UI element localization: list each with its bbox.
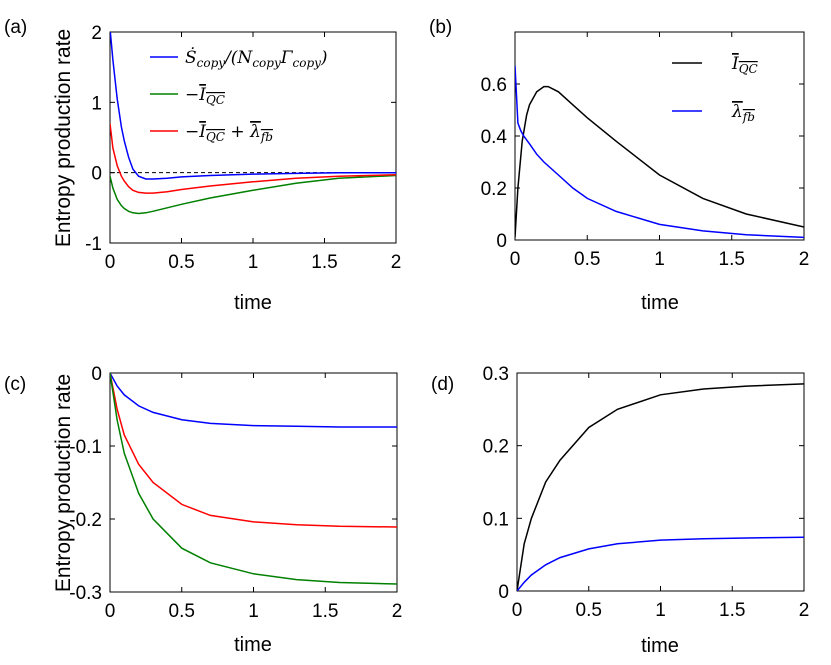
series-line-1: [517, 536, 804, 591]
y-tick-label: 0: [496, 231, 507, 252]
panel-label: (d): [431, 374, 454, 395]
x-tick-label: 1: [654, 249, 665, 270]
legend-entry: −IQC: [185, 85, 225, 107]
series-line-1: [515, 65, 804, 239]
x-axis-label: time: [234, 292, 272, 314]
panel-label: (b): [429, 17, 452, 38]
y-tick-label: 0.4: [481, 127, 508, 148]
x-tick-label: 1: [248, 601, 259, 622]
x-tick-label: 1.5: [311, 252, 337, 273]
x-tick-label: 1.5: [312, 601, 338, 622]
y-tick-label: 0.2: [481, 179, 507, 200]
y-tick-label: -0.2: [69, 510, 102, 531]
series-line-2: [110, 123, 396, 194]
legend: IQC λfb: [672, 54, 758, 124]
y-tick-label: 2: [91, 23, 102, 44]
series-line-1: [110, 373, 397, 528]
x-tick-label: 0: [512, 600, 523, 621]
panel-1: (b) 0 0.5 1 1.5 2 0 0.2 0.4 0.6 time IQC λfb: [429, 17, 809, 314]
y-tick-label: -0.1: [69, 437, 102, 458]
x-axis-label: time: [641, 292, 679, 314]
x-tick-label: 2: [799, 249, 810, 270]
x-tick-label: 2: [392, 601, 403, 622]
legend-entry: λfb: [731, 102, 755, 124]
legend: Ṡcopy/(NcopyΓcopy) −IQC −IQC + λfb: [150, 47, 328, 144]
series-line-0: [110, 373, 397, 428]
y-axis-label: Entropy production rate: [52, 29, 75, 247]
panel-label: (a): [4, 17, 27, 38]
panel-2: (c) 0 0.5 1 1.5 2 -0.3 -0.2 -0.1 0 time Entropy pro…: [4, 364, 402, 656]
y-tick-label: 0.2: [483, 437, 509, 458]
y-tick-label: -1: [85, 234, 102, 255]
panel-label: (c): [4, 374, 26, 395]
y-tick-label: 0: [498, 582, 509, 603]
y-tick-label: 0.6: [481, 75, 507, 96]
y-tick-label: -0.3: [69, 583, 102, 604]
x-tick-label: 1.5: [719, 600, 745, 621]
series-line-0: [110, 32, 396, 180]
x-tick-label: 1: [248, 252, 259, 273]
legend-entry: Ṡcopy/(NcopyΓcopy): [185, 47, 328, 70]
x-tick-label: 2: [799, 600, 810, 621]
panel-3: (d) 0 0.5 1 1.5 2 0 0.1 0.2 0.3 time: [431, 364, 809, 657]
y-tick-label: 0: [91, 164, 102, 185]
x-tick-label: 0: [105, 252, 116, 273]
x-tick-label: 0.5: [169, 601, 195, 622]
x-tick-label: 0: [510, 249, 521, 270]
x-tick-label: 2: [391, 252, 402, 273]
series-line-1: [110, 174, 396, 215]
x-axis-label: time: [234, 634, 272, 656]
x-tick-label: 0: [105, 601, 116, 622]
series-line-2: [110, 373, 397, 585]
x-tick-label: 0.5: [576, 600, 602, 621]
x-tick-label: 0.5: [574, 249, 600, 270]
x-tick-label: 1: [655, 600, 666, 621]
x-axis-label: time: [641, 635, 679, 657]
y-tick-label: 1: [91, 93, 102, 114]
x-tick-label: 1.5: [719, 249, 745, 270]
axes-frame: [514, 31, 805, 241]
legend-entry: −IQC + λfb: [185, 122, 273, 144]
x-tick-label: 0.5: [168, 252, 194, 273]
series-line-0: [517, 383, 804, 591]
y-axis-label: Entropy production rate: [52, 374, 75, 592]
legend-entry: IQC: [731, 54, 758, 76]
y-tick-label: 0.1: [483, 509, 509, 530]
series-line-0: [515, 85, 804, 238]
y-tick-label: 0.3: [483, 364, 509, 385]
y-tick-label: 0: [91, 364, 102, 385]
